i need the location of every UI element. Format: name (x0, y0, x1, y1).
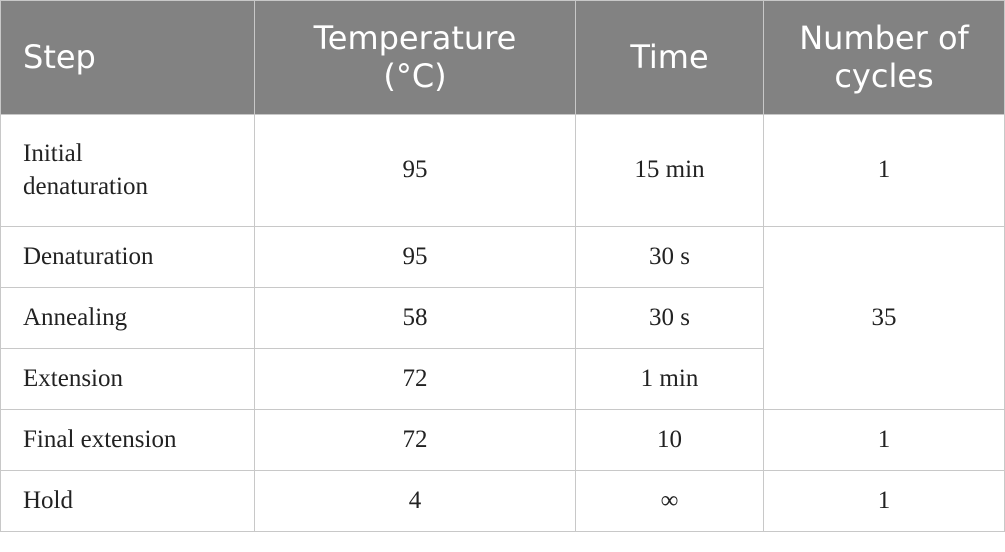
table-cell-text: 1 (877, 156, 891, 184)
header-cell-text: Temperature (°C) (313, 18, 517, 95)
table-cell: 72 (254, 409, 576, 471)
table-cell: 10 (575, 409, 764, 471)
table-cell: 1 (763, 114, 1005, 227)
table-cell: Hold (0, 470, 255, 532)
table-cell-text: 4 (408, 486, 422, 514)
table-cell: 95 (254, 226, 576, 288)
header-cell-text: Number of cycles (799, 18, 969, 95)
table-cell-text: 10 (657, 425, 682, 453)
table-cell-text: 72 (402, 425, 428, 453)
table-row: Annealing 58 30 s (0, 287, 1005, 349)
table-cell: 58 (254, 287, 576, 349)
header-cell: Number of cycles (763, 0, 1005, 115)
table-cell-text: 1 (877, 425, 891, 453)
table-cell: 1 (763, 470, 1005, 532)
table-cell: 15 min (575, 114, 764, 227)
header-cell: Step (0, 0, 255, 115)
table-cell-text: Final extension (23, 425, 177, 453)
table-cell-text: 35 (871, 303, 897, 331)
table-cell-text: Extension (23, 364, 123, 392)
table-cell: 30 s (575, 287, 764, 349)
table-cell-text: 1 min (640, 364, 699, 392)
header-cell-text: Time (630, 37, 709, 76)
table-cell-text: 15 min (634, 156, 705, 184)
table-cell: 4 (254, 470, 576, 532)
header-cell: Time (575, 0, 764, 115)
table-cell: ∞ (575, 470, 764, 532)
header-cell: Temperature (°C) (254, 0, 576, 115)
table-cell-text: 58 (402, 303, 428, 331)
table-cell: Annealing (0, 287, 255, 349)
table-cell: Extension (0, 348, 255, 410)
table-cell-text: 95 (402, 156, 428, 184)
table-cell: 35 (763, 226, 1005, 410)
table-cell: Initial denaturation (0, 114, 255, 227)
table-cell: Denaturation (0, 226, 255, 288)
table-cell-text: Annealing (23, 303, 128, 331)
header-cell-text: Step (23, 37, 96, 76)
table-row: Final extension 72 10 1 (0, 409, 1005, 471)
table-cell-text: 1 (877, 486, 891, 514)
table-body: Initial denaturation 95 15 min 1 Denaturatio… (0, 114, 1005, 532)
table-cell-text: 72 (402, 364, 428, 392)
table-cell-text: Denaturation (23, 242, 154, 270)
table-cell: 30 s (575, 226, 764, 288)
table-row: Initial denaturation 95 15 min 1 (0, 114, 1005, 227)
header-row: Step Temperature (°C) Time Number of cycles (0, 0, 1005, 115)
table-cell: 95 (254, 114, 576, 227)
table-cell-text: ∞ (660, 486, 679, 514)
table-row: Hold 4 ∞ 1 (0, 470, 1005, 532)
table: Step Temperature (°C) Time Number of cycles… (0, 0, 1005, 532)
table-cell: 1 (763, 409, 1005, 471)
table-cell: 1 min (575, 348, 764, 410)
table-cell-text: Hold (23, 486, 73, 514)
table-cell-text: 30 s (649, 303, 690, 331)
table-row: Denaturation 95 30 s 35 (0, 226, 1005, 410)
table-cell-text: Initial denaturation (23, 140, 148, 200)
table-cell-text: 95 (402, 242, 428, 270)
table-cell: 72 (254, 348, 576, 410)
table-cell: Final extension (0, 409, 255, 471)
table-cell-text: 30 s (649, 242, 690, 270)
